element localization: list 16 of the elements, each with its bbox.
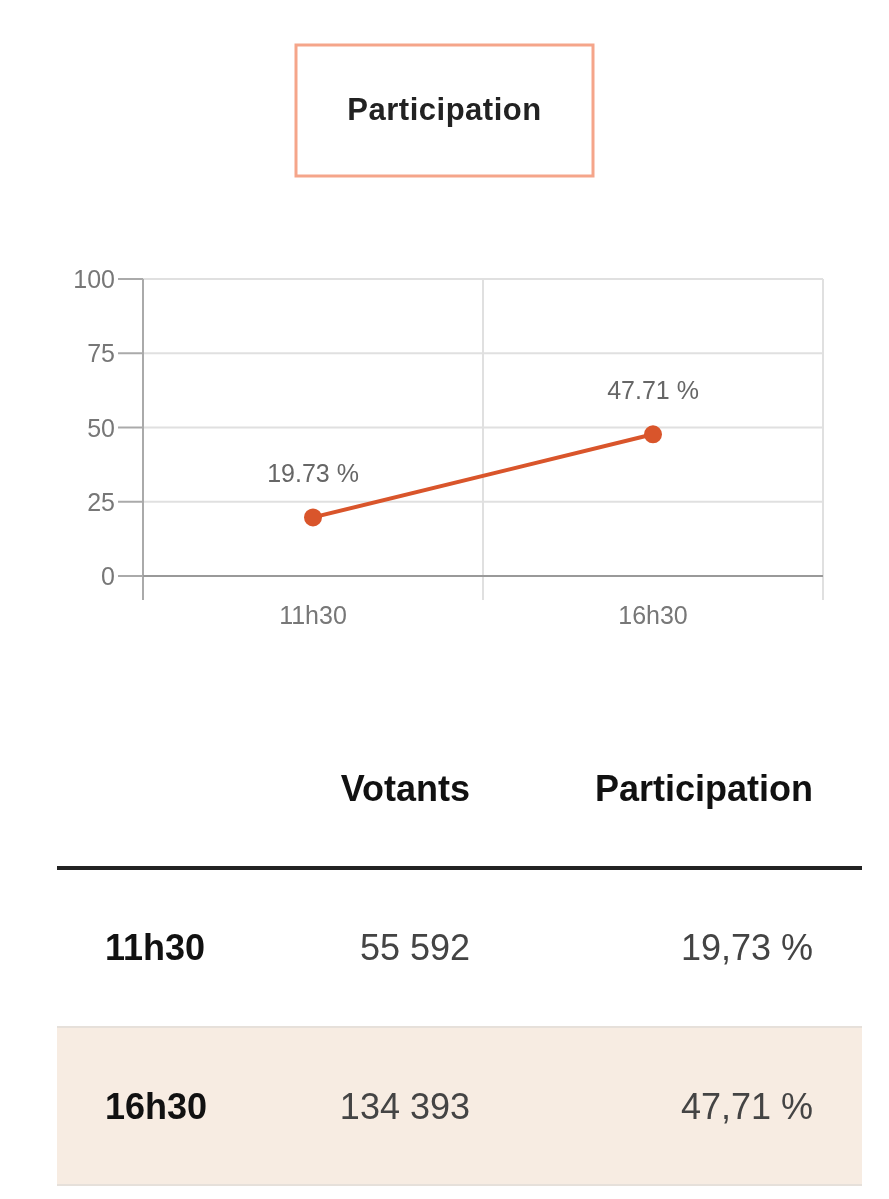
data-label: 19.73 % bbox=[267, 459, 359, 488]
text: Participation bbox=[594, 768, 813, 809]
data-label: 134 393 bbox=[339, 1086, 470, 1127]
y-tick-label: 50 bbox=[87, 413, 115, 442]
y-tick-label: 100 bbox=[73, 265, 115, 293]
data-label: 47.71 % bbox=[607, 376, 699, 405]
y-tick-label: 0 bbox=[101, 562, 115, 590]
data-label: 47,71 % bbox=[680, 1086, 813, 1127]
data-label: 55 592 bbox=[359, 927, 470, 968]
chart-title: Participation bbox=[347, 92, 542, 127]
y-tick-label: 25 bbox=[87, 487, 115, 516]
text: Votants bbox=[340, 768, 470, 809]
y-tick-label: 75 bbox=[87, 339, 115, 368]
category-label: 16h30 bbox=[105, 1086, 208, 1127]
category-label: 11h30 bbox=[105, 927, 206, 968]
data-label: 19,73 % bbox=[680, 927, 813, 968]
